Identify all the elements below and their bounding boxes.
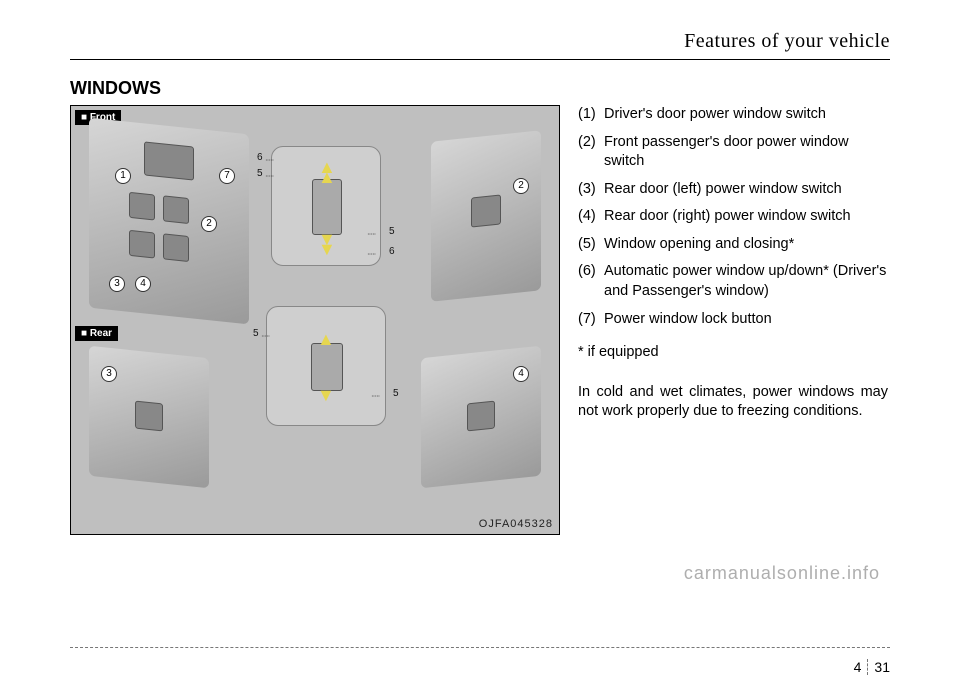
body-text: In cold and wet climates, power windows … <box>578 383 888 422</box>
lbl-6b: 6 <box>389 246 395 257</box>
lbl-5d: 5 <box>393 388 399 399</box>
lbl-5a: 5 <box>257 168 263 179</box>
page-number: 4 31 <box>854 659 890 675</box>
inset-auto-switch: ▲ ▲ ▼ ▼ <box>271 146 381 266</box>
callout-4a: 4 <box>135 276 151 292</box>
item-num-7: (7) <box>578 310 604 330</box>
equip-note: * if equipped <box>578 343 888 363</box>
callout-7: 7 <box>219 168 235 184</box>
item-txt-1: Driver's door power window switch <box>604 105 826 125</box>
watermark: carmanualsonline.info <box>684 563 880 584</box>
callout-2a: 2 <box>201 216 217 232</box>
callout-2b: 2 <box>513 178 529 194</box>
callout-3b: 3 <box>101 366 117 382</box>
item-num-1: (1) <box>578 105 604 125</box>
item-num-4: (4) <box>578 207 604 227</box>
figure: ■ Front ■ Rear 1 7 2 3 4 2 <box>70 105 560 535</box>
item-num-3: (3) <box>578 180 604 200</box>
arrow-dn2-icon: ▼ <box>318 239 336 260</box>
badge-rear: ■ Rear <box>75 326 118 341</box>
callout-3a: 3 <box>109 276 125 292</box>
item-txt-7: Power window lock button <box>604 310 772 330</box>
page-chapter: 4 <box>854 659 869 675</box>
item-num-2: (2) <box>578 133 604 172</box>
footer-rule <box>70 647 890 648</box>
page-no: 31 <box>874 659 890 675</box>
item-num-6: (6) <box>578 262 604 301</box>
figure-code: OJFA045328 <box>479 518 553 530</box>
inset-manual-switch: ▲ ▼ <box>266 306 386 426</box>
item-txt-4: Rear door (right) power window switch <box>604 207 851 227</box>
lbl-5b: 5 <box>389 226 395 237</box>
lbl-5c: 5 <box>253 328 259 339</box>
item-num-5: (5) <box>578 235 604 255</box>
content-row: ■ Front ■ Rear 1 7 2 3 4 2 <box>70 105 890 535</box>
callout-1: 1 <box>115 168 131 184</box>
item-txt-6: Automatic power window up/down* (Driver'… <box>604 262 888 301</box>
panel-front-left <box>89 118 249 325</box>
arrow-up2-icon: ▲ <box>318 157 336 178</box>
callout-list: (1)Driver's door power window switch (2)… <box>578 105 888 535</box>
item-txt-5: Window opening and closing* <box>604 235 794 255</box>
arrow-dn3-icon: ▼ <box>317 385 335 406</box>
callout-4b: 4 <box>513 366 529 382</box>
panel-front-right <box>431 130 541 302</box>
item-txt-3: Rear door (left) power window switch <box>604 180 842 200</box>
item-txt-2: Front passenger's door power window swit… <box>604 133 888 172</box>
section-heading: WINDOWS <box>70 78 890 99</box>
lbl-6a: 6 <box>257 152 263 163</box>
chapter-title: Features of your vehicle <box>684 30 890 53</box>
arrow-up3-icon: ▲ <box>317 329 335 350</box>
